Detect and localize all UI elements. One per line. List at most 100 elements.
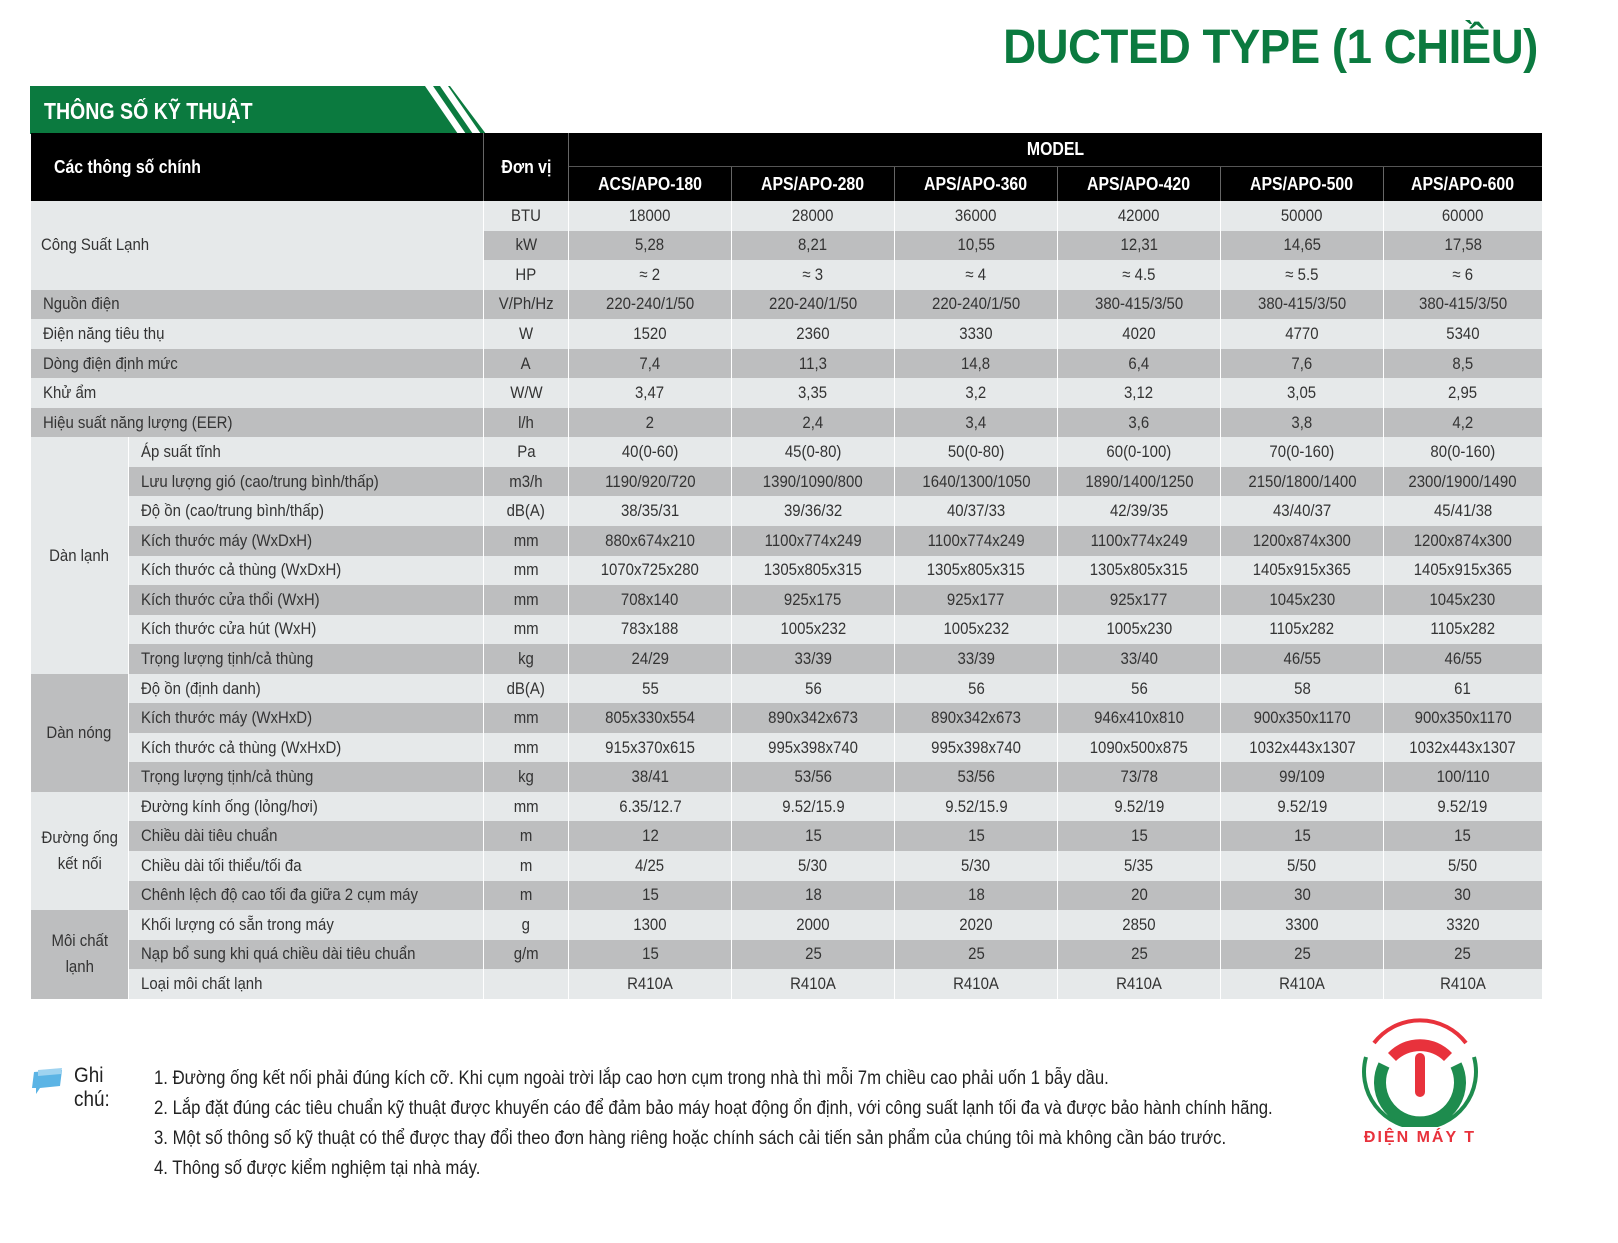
- unit-cell: V/Ph/Hz: [483, 289, 569, 320]
- unit-cell: kW: [483, 230, 569, 261]
- value-cell: 36000: [894, 201, 1058, 231]
- value-cell: 25: [1220, 939, 1384, 970]
- param-label: Nạp bổ sung khi quá chiều dài tiêu chuẩn: [127, 939, 484, 970]
- value-cell: 58: [1220, 673, 1384, 704]
- value-cell: 380-415/3/50: [1057, 289, 1221, 320]
- value-cell: 38/35/31: [568, 496, 732, 527]
- value-cell: R410A: [568, 969, 732, 999]
- table-row: Khử ẩm W/W 3,47 3,35 3,2 3,12 3,05 2,95: [29, 378, 1542, 408]
- table-row: Điện năng tiêu thụ W 1520 2360 3330 4020 4770 5…: [29, 319, 1542, 349]
- value-cell: 8,5: [1383, 348, 1542, 379]
- param-label: Dòng điện định mức: [29, 348, 484, 379]
- unit-cell: mm: [483, 703, 569, 733]
- value-cell: 1032x443x1307: [1383, 732, 1542, 763]
- model-header: APS/APO-600: [1383, 166, 1542, 201]
- value-cell: 2850: [1057, 910, 1221, 940]
- table-row: Nạp bổ sung khi quá chiều dài tiêu chuẩn…: [31, 939, 1542, 970]
- value-cell: 2000: [731, 910, 895, 940]
- value-cell: 39/36/32: [731, 496, 895, 527]
- value-cell: 900x350x1170: [1220, 703, 1384, 733]
- value-cell: 25: [1057, 939, 1221, 970]
- value-cell: 1045x230: [1220, 585, 1384, 615]
- logo-mark-icon: [1362, 1018, 1478, 1130]
- value-cell: 220-240/1/50: [894, 289, 1058, 320]
- param-label: Áp suất tĩnh: [127, 437, 484, 467]
- value-cell: 1045x230: [1383, 585, 1542, 615]
- value-cell: 45/41/38: [1383, 496, 1542, 527]
- value-cell: 6.35/12.7: [568, 791, 732, 822]
- unit-cell: [483, 969, 569, 999]
- model-header: ACS/APO-180: [568, 166, 732, 201]
- param-label: Nguồn điện: [29, 289, 484, 320]
- value-cell: 2,4: [731, 407, 895, 438]
- value-cell: 9.52/19: [1057, 791, 1221, 822]
- value-cell: 24/29: [568, 644, 732, 674]
- value-cell: 1890/1400/1250: [1057, 466, 1221, 497]
- param-label: Loại môi chất lạnh: [127, 969, 484, 999]
- unit-cell: mm: [483, 732, 569, 763]
- brand-logo: ĐIỆN MÁY T: [1352, 1015, 1488, 1146]
- value-cell: 1105x282: [1383, 614, 1542, 645]
- table-row: Kích thước cả thùng (WxDxH) mm 1070x725x28…: [31, 555, 1542, 586]
- table-row: kW 5,28 8,21 10,55 12,31 14,65 17,58: [31, 230, 1542, 261]
- value-cell: 30: [1220, 880, 1384, 911]
- value-cell: R410A: [894, 969, 1058, 999]
- value-cell: 220-240/1/50: [568, 289, 732, 320]
- value-cell: 9.52/15.9: [894, 791, 1058, 822]
- value-cell: 995x398x740: [894, 732, 1058, 763]
- value-cell: 73/78: [1057, 762, 1221, 792]
- value-cell: 25: [894, 939, 1058, 970]
- value-cell: 946x410x810: [1057, 703, 1221, 733]
- value-cell: 18000: [568, 201, 732, 231]
- value-cell: 5/35: [1057, 851, 1221, 881]
- table-row: Kích thước cửa thổi (WxH) mm 708x140 925x17…: [31, 585, 1542, 615]
- table-row: Nguồn điện V/Ph/Hz 220-240/1/50 220-240/1/5…: [29, 289, 1542, 320]
- value-cell: ≈ 3: [731, 260, 895, 290]
- value-cell: 1300: [568, 910, 732, 940]
- param-label: Điện năng tiêu thụ: [29, 319, 484, 349]
- note-item: 2. Lắp đặt đúng các tiêu chuẩn kỹ thuật …: [154, 1098, 1273, 1119]
- table-row: Công Suất Lạnh BTU 18000 28000 36000 42000 500…: [30, 201, 1542, 290]
- table-row: Dòng điện định mức A 7,4 11,3 14,8 6,4 7,6 8,5: [29, 348, 1542, 379]
- value-cell: 1100x774x249: [894, 526, 1058, 556]
- value-cell: ≈ 4.5: [1057, 260, 1221, 290]
- value-cell: 5/30: [894, 851, 1058, 881]
- value-cell: 3,6: [1057, 407, 1221, 438]
- value-cell: 1305x805x315: [894, 555, 1058, 586]
- value-cell: 1005x232: [894, 614, 1058, 645]
- value-cell: 12,31: [1057, 230, 1221, 261]
- value-cell: 9.52/19: [1220, 791, 1384, 822]
- value-cell: 55: [568, 673, 732, 704]
- value-cell: 2,95: [1383, 378, 1542, 408]
- value-cell: 805x330x554: [568, 703, 732, 733]
- value-cell: 6,4: [1057, 348, 1221, 379]
- table-row: HP ≈ 2 ≈ 3 ≈ 4 ≈ 4.5 ≈ 5.5 ≈ 6: [31, 260, 1542, 290]
- table-row: Chiều dài tiêu chuẩn m 12 15 15 15 15 15: [31, 821, 1542, 852]
- value-cell: 60000: [1383, 201, 1542, 231]
- param-label: Lưu lượng gió (cao/trung bình/thấp): [127, 466, 484, 497]
- value-cell: 53/56: [731, 762, 895, 792]
- value-cell: 1200x874x300: [1383, 526, 1542, 556]
- value-cell: 880x674x210: [568, 526, 732, 556]
- param-label: Chiều dài tối thiểu/tối đa: [127, 851, 484, 881]
- value-cell: 33/39: [731, 644, 895, 674]
- header-main-params: Các thông số chính: [30, 133, 484, 201]
- value-cell: 2300/1900/1490: [1383, 466, 1542, 497]
- value-cell: 20: [1057, 880, 1221, 911]
- spec-table: Các thông số chính Đơn vị MODEL ACS/APO-…: [29, 133, 1542, 999]
- value-cell: 1305x805x315: [731, 555, 895, 586]
- param-label: Kích thước cửa thổi (WxH): [127, 585, 484, 615]
- value-cell: 17,58: [1383, 230, 1542, 261]
- value-cell: 1405x915x365: [1220, 555, 1384, 586]
- param-label: Chênh lệch độ cao tối đa giữa 2 cụm máy: [127, 880, 484, 911]
- value-cell: 15: [568, 880, 732, 911]
- value-cell: 7,6: [1220, 348, 1384, 379]
- note-icon: [32, 1068, 62, 1094]
- value-cell: 18: [731, 880, 895, 911]
- value-cell: 5/30: [731, 851, 895, 881]
- group-label: Đường ống kết nối: [30, 791, 129, 911]
- section-banner: THÔNG SỐ KỸ THUẬT: [30, 86, 500, 134]
- value-cell: 42/39/35: [1057, 496, 1221, 527]
- param-label: Độ ồn (định danh): [127, 673, 484, 704]
- group-label: Dàn nóng: [30, 673, 129, 792]
